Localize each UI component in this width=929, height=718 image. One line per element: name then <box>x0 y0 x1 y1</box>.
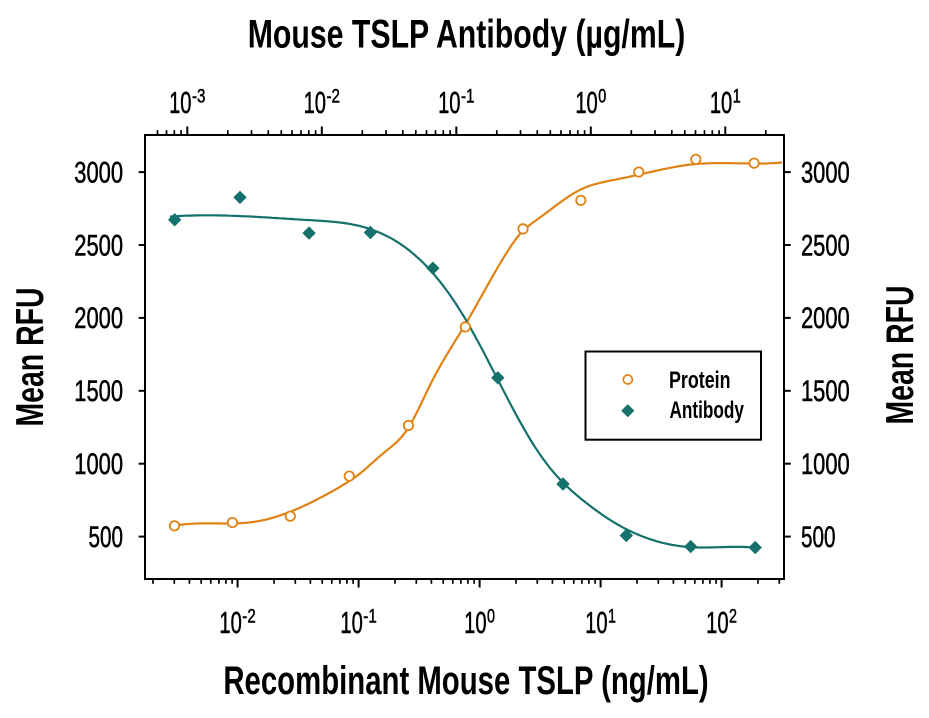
svg-text:3000: 3000 <box>74 156 123 189</box>
svg-text:500: 500 <box>89 521 124 554</box>
svg-text:Mouse TSLP Antibody (µg/mL): Mouse TSLP Antibody (µg/mL) <box>248 13 686 57</box>
svg-text:Recombinant Mouse TSLP (ng/mL): Recombinant Mouse TSLP (ng/mL) <box>223 659 708 703</box>
svg-text:10: 10 <box>304 86 326 120</box>
svg-text:-2: -2 <box>327 87 341 108</box>
svg-text:Protein: Protein <box>669 367 731 394</box>
svg-text:2500: 2500 <box>74 229 123 262</box>
svg-text:10: 10 <box>219 606 241 640</box>
svg-text:-1: -1 <box>461 87 475 108</box>
svg-text:10: 10 <box>710 86 732 120</box>
svg-text:Mean RFU: Mean RFU <box>879 286 922 425</box>
svg-text:2000: 2000 <box>801 302 850 335</box>
svg-text:Antibody: Antibody <box>670 397 745 424</box>
svg-text:10: 10 <box>585 606 607 640</box>
svg-text:1: 1 <box>733 87 741 108</box>
svg-text:1000: 1000 <box>74 448 123 481</box>
svg-text:10: 10 <box>340 606 362 640</box>
svg-text:1000: 1000 <box>801 448 850 481</box>
svg-text:10: 10 <box>464 606 486 640</box>
svg-text:Mean RFU: Mean RFU <box>9 288 52 427</box>
svg-text:3000: 3000 <box>801 156 850 189</box>
svg-text:1: 1 <box>608 607 616 628</box>
svg-text:500: 500 <box>801 521 836 554</box>
svg-text:10: 10 <box>169 86 191 120</box>
svg-text:2: 2 <box>729 607 737 628</box>
svg-text:-3: -3 <box>192 87 206 108</box>
svg-text:0: 0 <box>598 87 606 108</box>
svg-text:10: 10 <box>438 86 460 120</box>
svg-text:2500: 2500 <box>801 229 850 262</box>
svg-text:10: 10 <box>706 606 728 640</box>
svg-text:10: 10 <box>575 86 597 120</box>
svg-text:2000: 2000 <box>74 302 123 335</box>
svg-text:-1: -1 <box>363 607 377 628</box>
svg-text:-2: -2 <box>242 607 256 628</box>
svg-text:1500: 1500 <box>801 375 850 408</box>
svg-text:0: 0 <box>487 607 495 628</box>
svg-text:1500: 1500 <box>74 375 123 408</box>
